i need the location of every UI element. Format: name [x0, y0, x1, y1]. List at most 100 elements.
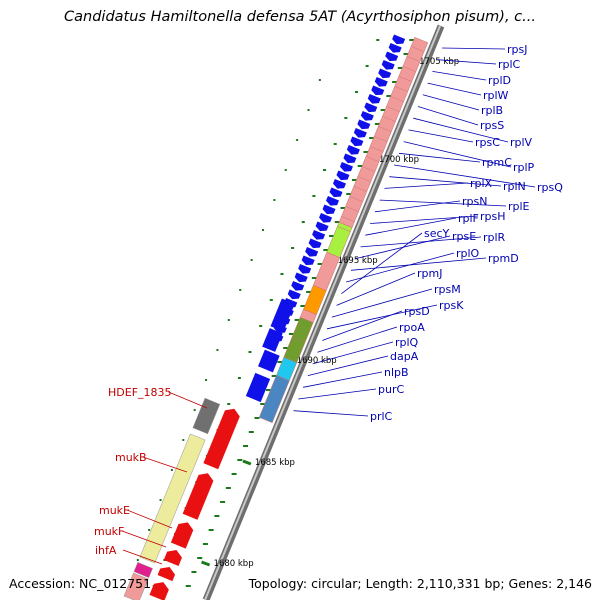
leader-line	[350, 257, 487, 271]
gene-label-rpmc[interactable]: rpmC	[482, 156, 512, 169]
leader-line	[312, 341, 394, 365]
leader-line	[370, 215, 479, 224]
gene-label-rpse[interactable]: rpsE	[452, 230, 476, 243]
gene-label-rplo[interactable]: rplO	[456, 247, 480, 260]
gene-label-dapa[interactable]: dapA	[390, 350, 419, 363]
gene-arrow-reverse	[332, 178, 346, 189]
gene-arrow-reverse	[364, 102, 378, 113]
kbp-label: 1700 kbp	[379, 155, 419, 165]
gene-arrow-reverse	[388, 42, 402, 53]
gene-label-hdef-1835[interactable]: HDEF_1835	[108, 386, 172, 399]
kbp-label: 1695 kbp	[338, 256, 378, 266]
genome-backbone	[202, 24, 445, 600]
leader-line	[303, 371, 383, 388]
gene-label-rpsk[interactable]: rpsK	[439, 299, 464, 312]
gene-labels-right: rpsJ rplC rplD rplW rplB rpsS rplV rpsC rplPrpmC…	[370, 43, 563, 423]
gene-label-rpmd[interactable]: rpmD	[488, 252, 519, 265]
gene-label-rplx[interactable]: rplX	[470, 177, 493, 190]
gene-labels-left: HDEF_1835 mukB mukE mukF ihfA	[94, 386, 172, 557]
gene-arrow-reverse	[301, 255, 315, 266]
cog-segment	[139, 433, 206, 564]
leader-line	[331, 288, 433, 318]
gene-label-rpsd[interactable]: rpsD	[404, 305, 430, 318]
gene-label-rpoa[interactable]: rpoA	[399, 321, 425, 334]
major-scale-tick	[201, 560, 211, 567]
gene-block-reverse	[245, 372, 271, 403]
gene-arrow-reverse	[357, 119, 371, 130]
kbp-label: 1705 kbp	[419, 57, 459, 67]
gene-label-secy[interactable]: secY	[424, 227, 450, 240]
gene-arrow-forward	[203, 408, 240, 470]
gene-arrow-reverse	[346, 144, 360, 155]
gene-label-rplb[interactable]: rplB	[481, 104, 503, 117]
gene-arrow-reverse	[343, 153, 357, 164]
gene-label-purc[interactable]: purC	[378, 383, 404, 396]
leader-line	[413, 117, 509, 143]
gene-label-rpsj[interactable]: rpsJ	[507, 43, 527, 56]
gene-arrow-reverse	[360, 110, 374, 121]
label-leader-lines	[121, 47, 536, 565]
gene-label-mukb[interactable]: mukB	[115, 451, 147, 464]
gene-label-rpsh[interactable]: rpsH	[480, 210, 506, 223]
cog-segment	[123, 572, 149, 600]
topology-text: Topology: circular; Length: 2,110,331 bp…	[248, 576, 592, 591]
leader-line	[441, 47, 506, 50]
gene-track	[149, 34, 406, 600]
leader-line	[142, 456, 188, 473]
gene-block-reverse	[270, 298, 295, 332]
gene-arrow-reverse	[312, 229, 326, 240]
map-title: Candidatus Hamiltonella defensa 5AT (Acy…	[64, 9, 536, 25]
gene-label-rpsm[interactable]: rpsM	[434, 283, 461, 296]
gene-label-rplf[interactable]: rplF	[458, 212, 479, 225]
leader-line	[126, 509, 173, 529]
gene-arrow-reverse	[326, 195, 340, 206]
leader-line	[360, 236, 482, 248]
gene-label-rplw[interactable]: rplW	[483, 89, 509, 102]
gene-label-rpld[interactable]: rplD	[488, 74, 511, 87]
gene-arrow-reverse	[294, 272, 308, 283]
kbp-label: 1685 kbp	[255, 458, 295, 468]
gene-label-rpsn[interactable]: rpsN	[462, 195, 487, 208]
cog-segment	[192, 397, 221, 435]
gene-label-rplv[interactable]: rplV	[510, 136, 533, 149]
kbp-label: 1690 kbp	[297, 356, 337, 366]
gene-arrow-reverse	[339, 161, 353, 172]
gene-arrow-reverse	[298, 263, 312, 274]
leader-line	[293, 410, 369, 417]
cog-track	[123, 37, 429, 600]
leader-line	[341, 232, 423, 295]
gene-arrow-forward	[163, 550, 182, 567]
gene-label-rpln[interactable]: rplN	[503, 180, 526, 193]
gene-label-rpsc[interactable]: rpsC	[475, 136, 500, 149]
gene-label-ihfa[interactable]: ihfA	[95, 544, 117, 557]
gene-label-muke[interactable]: mukE	[99, 504, 130, 517]
leader-line	[322, 310, 403, 341]
gene-label-rpsq[interactable]: rpsQ	[537, 181, 563, 194]
gene-arrow-reverse	[350, 136, 364, 147]
gene-label-prlc[interactable]: prlC	[370, 410, 393, 423]
gene-arrow-reverse	[319, 212, 333, 223]
leader-line	[408, 129, 474, 143]
gene-block-reverse	[258, 349, 280, 373]
gene-label-rplr[interactable]: rplR	[483, 231, 506, 244]
gene-arrow-reverse	[305, 246, 319, 257]
gene-label-rple[interactable]: rplE	[508, 200, 530, 213]
gene-label-rplc[interactable]: rplC	[498, 58, 521, 71]
leader-line	[394, 164, 536, 188]
gene-arrow-reverse	[371, 85, 385, 96]
gene-label-rplq[interactable]: rplQ	[395, 336, 419, 349]
gene-label-rpmj[interactable]: rpmJ	[417, 267, 442, 280]
gene-arrow-forward	[157, 566, 176, 582]
gene-label-rplp[interactable]: rplP	[513, 161, 535, 174]
gene-arrow-reverse	[322, 204, 336, 215]
gene-label-mukf[interactable]: mukF	[94, 525, 124, 538]
gene-label-nlpb[interactable]: nlpB	[384, 366, 409, 379]
leader-line	[437, 59, 497, 65]
leader-line	[336, 272, 416, 306]
leader-line	[427, 82, 482, 96]
gene-arrow-reverse	[392, 34, 406, 45]
gene-label-rpss[interactable]: rpsS	[480, 119, 504, 132]
leader-line	[122, 549, 163, 565]
gene-arrow-forward	[170, 522, 194, 549]
